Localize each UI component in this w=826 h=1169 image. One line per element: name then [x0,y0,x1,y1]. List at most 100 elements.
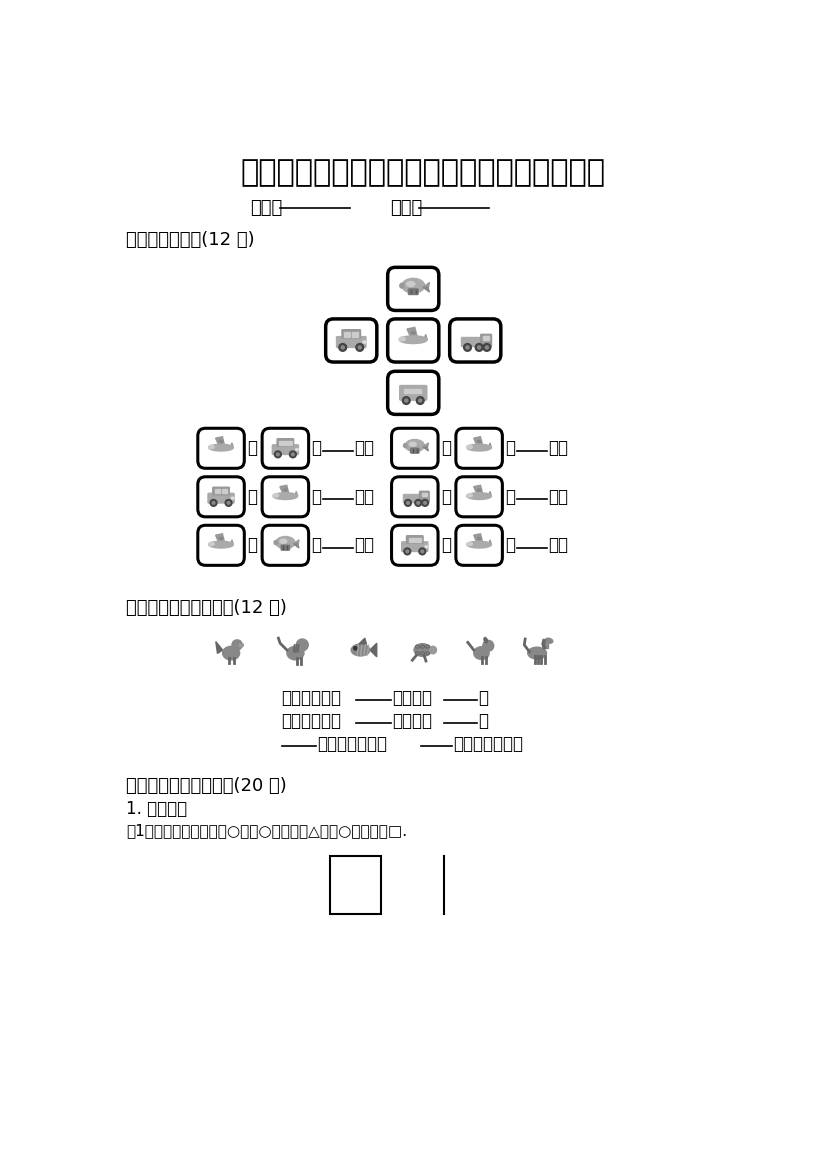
Text: 的: 的 [311,537,321,554]
Circle shape [405,399,408,402]
Polygon shape [473,485,483,496]
FancyBboxPatch shape [401,541,428,552]
Circle shape [358,346,361,350]
FancyBboxPatch shape [262,525,309,566]
FancyBboxPatch shape [392,525,438,566]
Text: 面；: 面； [354,440,374,457]
Circle shape [419,548,425,555]
Ellipse shape [276,537,295,548]
Bar [279,441,285,445]
FancyBboxPatch shape [262,477,309,517]
Ellipse shape [425,546,428,547]
Text: 在: 在 [441,487,451,506]
Ellipse shape [406,282,415,286]
Text: （1）在中间的格子里画○；在○的右面画△；在○的左面画□.: （1）在中间的格子里画○；在○的右面画△；在○的左面画□. [126,823,407,838]
Text: 的: 的 [505,487,515,506]
Circle shape [277,454,279,456]
FancyBboxPatch shape [325,319,377,362]
Ellipse shape [414,644,431,656]
Text: 一、看图填空．(12 分): 一、看图填空．(12 分) [126,231,255,249]
Text: 三、画一画；填一填．(20 分): 三、画一画；填一填．(20 分) [126,776,287,795]
Polygon shape [280,485,289,496]
Ellipse shape [274,540,278,545]
FancyBboxPatch shape [208,493,234,503]
Polygon shape [473,534,483,545]
Bar [416,389,421,393]
Ellipse shape [410,442,416,447]
Ellipse shape [363,341,366,344]
Text: ．: ． [478,689,488,707]
Circle shape [297,639,308,651]
Ellipse shape [467,542,472,546]
Ellipse shape [474,646,489,659]
Text: 满分：: 满分： [390,199,422,217]
FancyBboxPatch shape [387,319,439,362]
Ellipse shape [400,283,404,288]
Text: 二、看一看；写一写．(12 分): 二、看一看；写一写．(12 分) [126,600,287,617]
Polygon shape [489,491,491,496]
Circle shape [477,346,481,350]
Circle shape [429,646,436,653]
Bar [404,389,409,393]
Polygon shape [293,540,299,546]
Bar [330,857,381,914]
Circle shape [483,641,494,651]
FancyBboxPatch shape [342,330,361,338]
Text: 面；: 面； [354,537,374,554]
Ellipse shape [545,638,553,643]
FancyBboxPatch shape [281,545,290,551]
FancyBboxPatch shape [273,444,298,455]
Ellipse shape [296,449,298,451]
Ellipse shape [528,648,547,659]
Text: 在: 在 [248,487,258,506]
Ellipse shape [467,541,491,548]
Circle shape [225,499,232,506]
Polygon shape [230,443,233,448]
FancyBboxPatch shape [213,487,230,494]
Circle shape [341,346,344,350]
Ellipse shape [220,538,223,540]
Ellipse shape [351,644,370,656]
Circle shape [232,639,242,650]
Bar [221,490,227,493]
Circle shape [421,499,429,506]
FancyBboxPatch shape [392,477,438,517]
Circle shape [483,344,491,351]
Text: 的: 的 [311,487,321,506]
Bar [411,389,415,393]
Ellipse shape [467,444,491,451]
Circle shape [339,344,347,351]
Ellipse shape [411,332,415,334]
FancyBboxPatch shape [411,448,419,454]
Ellipse shape [273,493,278,497]
Circle shape [463,344,472,351]
Circle shape [404,548,411,555]
Ellipse shape [273,492,297,499]
Ellipse shape [404,443,407,448]
Circle shape [421,551,424,553]
Text: 面；: 面； [354,487,374,506]
Polygon shape [358,638,367,644]
Circle shape [486,346,488,350]
Bar [461,338,482,346]
Bar [544,639,548,649]
Polygon shape [216,642,222,653]
Ellipse shape [484,637,487,643]
Circle shape [416,396,424,404]
Circle shape [466,346,469,350]
Circle shape [212,502,215,504]
FancyBboxPatch shape [387,268,439,311]
Ellipse shape [209,445,214,449]
Ellipse shape [477,489,481,491]
Text: 在: 在 [441,537,451,554]
Ellipse shape [399,337,406,341]
Polygon shape [423,288,430,292]
Bar [215,490,221,493]
Ellipse shape [231,497,234,499]
FancyBboxPatch shape [408,289,418,295]
Circle shape [406,502,410,504]
Bar [483,336,489,340]
Ellipse shape [477,441,481,443]
Circle shape [227,502,230,504]
Text: 面．: 面． [548,537,568,554]
